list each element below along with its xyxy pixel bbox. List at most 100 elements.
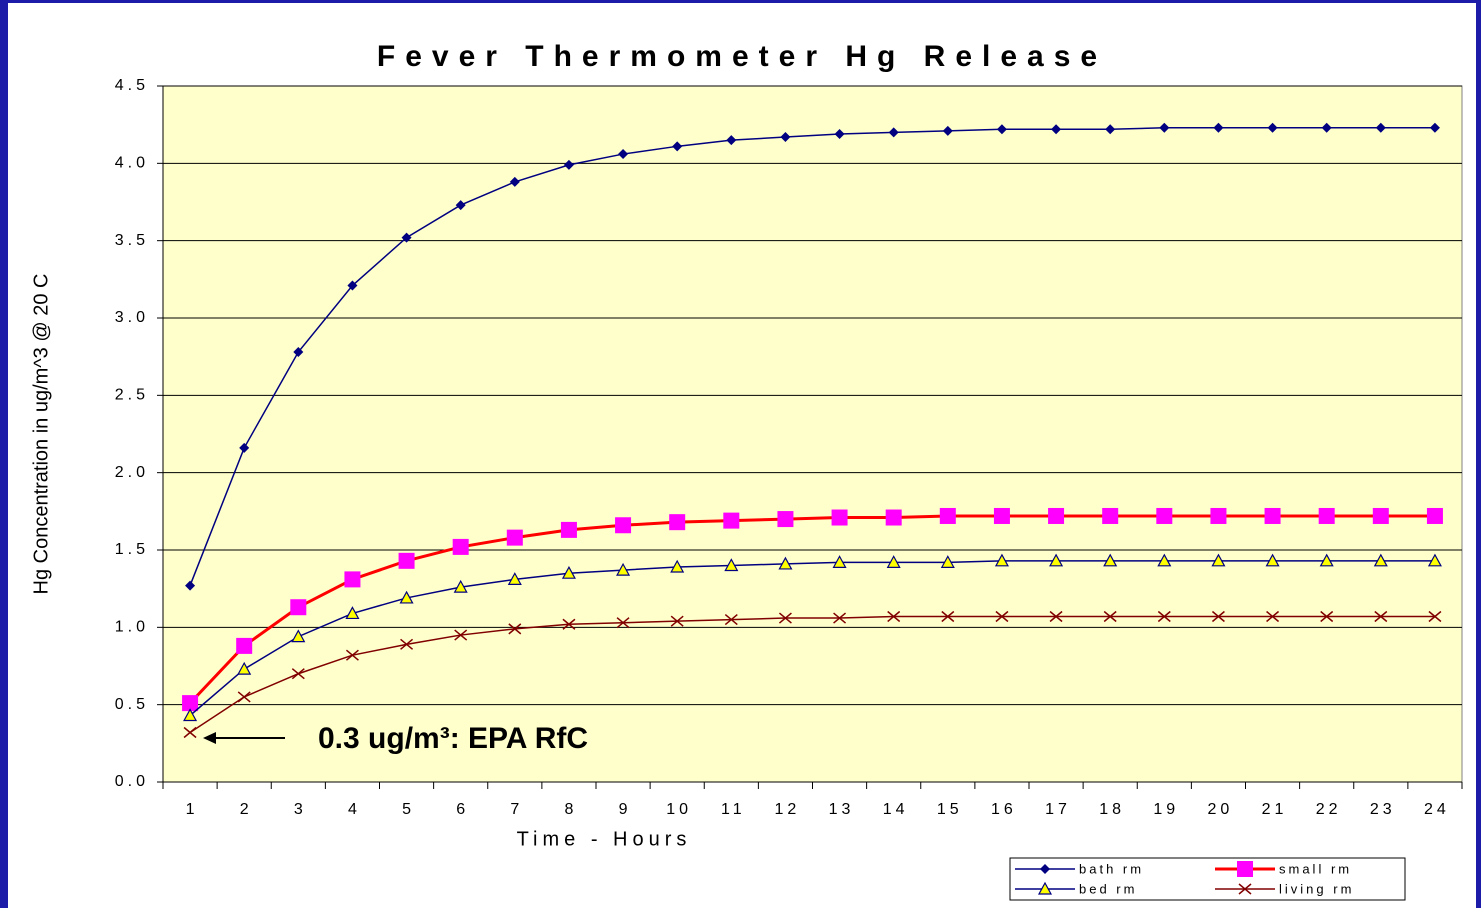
y-tick-label: 4.5 — [115, 77, 149, 94]
annotation: 0.3 ug/m³: EPA RfC — [318, 722, 588, 755]
marker — [1426, 507, 1443, 524]
marker — [1265, 553, 1280, 567]
series-line — [189, 615, 1435, 734]
legend-marker — [1238, 883, 1252, 895]
marker — [561, 565, 576, 579]
marker — [941, 610, 955, 623]
y-axis-label: Hg Concentration in ug/m^3 @ 20 C — [30, 274, 52, 595]
marker — [1264, 507, 1281, 524]
y-tick-label: 0.0 — [115, 773, 149, 790]
marker — [1048, 507, 1065, 524]
marker — [455, 200, 466, 211]
marker — [939, 507, 956, 524]
x-tick-label: 22 — [1316, 801, 1342, 818]
x-tick-label: 16 — [991, 801, 1017, 818]
y-tick-label: 0.5 — [115, 696, 149, 713]
legend-marker — [1237, 861, 1253, 877]
marker — [560, 521, 577, 538]
x-tick-label: 3 — [294, 801, 307, 818]
marker — [507, 572, 522, 585]
marker — [563, 159, 574, 170]
marker — [885, 509, 902, 526]
marker — [724, 558, 739, 572]
marker — [670, 615, 684, 627]
marker — [239, 442, 250, 453]
marker — [1375, 122, 1386, 133]
legend-label: bath rm — [1079, 861, 1144, 876]
x-tick-label: 9 — [619, 801, 632, 818]
marker — [562, 618, 576, 630]
marker — [1429, 122, 1440, 133]
marker — [777, 511, 794, 528]
marker — [993, 507, 1010, 524]
x-tick-label: 11 — [721, 801, 746, 818]
series-line — [189, 560, 1435, 717]
marker — [831, 509, 848, 526]
marker — [1267, 122, 1278, 133]
x-tick-label: 8 — [564, 801, 577, 818]
marker — [616, 617, 630, 629]
marker — [293, 347, 304, 358]
marker — [1105, 124, 1116, 135]
marker — [726, 135, 737, 146]
marker — [669, 514, 686, 531]
marker — [185, 580, 196, 591]
marker — [778, 556, 793, 570]
marker — [833, 612, 847, 624]
marker — [398, 552, 415, 569]
marker — [724, 614, 738, 626]
marker — [672, 141, 683, 152]
marker — [996, 124, 1007, 135]
legend-marker — [1040, 864, 1050, 874]
x-tick-label: 4 — [348, 801, 361, 818]
marker — [1372, 507, 1389, 524]
y-tick-label: 2.5 — [115, 387, 149, 404]
marker — [508, 623, 522, 635]
x-tick-label: 19 — [1153, 801, 1179, 818]
marker — [452, 538, 469, 555]
marker — [888, 127, 899, 138]
marker — [1318, 507, 1335, 524]
marker — [1103, 610, 1117, 623]
marker — [291, 668, 305, 680]
marker — [887, 610, 901, 623]
marker — [1210, 507, 1227, 524]
x-tick-label: 14 — [883, 801, 909, 818]
x-tick-label: 1 — [186, 801, 199, 818]
marker — [1157, 553, 1172, 567]
series-line — [189, 127, 1435, 586]
y-tick-label: 1.0 — [115, 619, 149, 636]
legend-label: small rm — [1279, 861, 1352, 876]
marker — [670, 559, 685, 573]
x-tick-label: 18 — [1099, 801, 1125, 818]
marker — [345, 606, 360, 620]
marker — [399, 590, 414, 604]
marker — [400, 638, 414, 650]
marker — [291, 629, 306, 643]
marker — [509, 176, 520, 187]
marker — [1320, 610, 1334, 623]
y-tick-label: 1.5 — [115, 541, 149, 558]
marker — [995, 610, 1009, 623]
marker — [1321, 122, 1332, 133]
marker — [618, 149, 629, 160]
x-tick-label: 13 — [829, 801, 855, 818]
x-tick-label: 5 — [402, 801, 415, 818]
marker — [1102, 507, 1119, 524]
marker — [1157, 610, 1171, 623]
marker — [994, 553, 1009, 567]
y-tick-label: 2.0 — [115, 464, 149, 481]
marker — [832, 555, 847, 568]
marker — [615, 517, 632, 534]
marker — [780, 132, 791, 143]
marker — [1211, 553, 1226, 567]
marker — [344, 571, 361, 588]
x-tick-label: 15 — [937, 801, 963, 818]
marker — [401, 232, 412, 243]
marker — [236, 637, 253, 654]
annotation-arrowhead — [203, 732, 216, 744]
marker — [942, 125, 953, 136]
marker — [1374, 610, 1388, 623]
x-tick-label: 6 — [456, 801, 469, 818]
x-tick-label: 2 — [240, 801, 253, 818]
